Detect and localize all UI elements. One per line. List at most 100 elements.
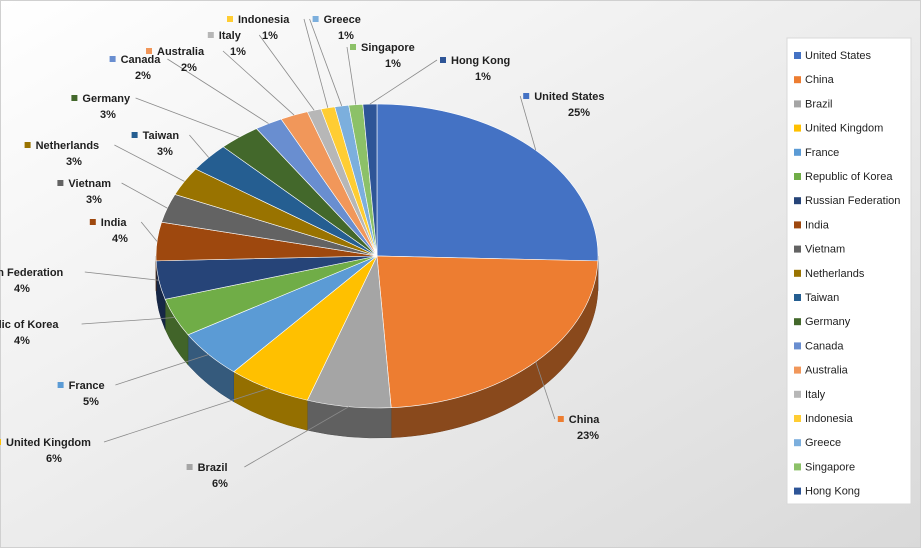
legend-item-taiwan: Taiwan [805, 292, 839, 304]
data-label-value-india: 4% [112, 233, 128, 245]
data-label-value-greece: 1% [338, 30, 354, 42]
legend-item-canada: Canada [805, 340, 844, 352]
legend-marker-italy [794, 390, 801, 398]
label-marker-france [57, 382, 64, 388]
leader-line-greece [309, 18, 343, 107]
leader-line-china [535, 361, 556, 420]
data-label-value-hong-kong: 1% [475, 71, 491, 83]
legend-marker-france [794, 148, 801, 156]
data-labels: United States 25% China 23% Brazil 6% United K… [0, 14, 604, 490]
data-label-name-united-states: United States [534, 91, 604, 103]
data-label-name-singapore: Singapore [361, 42, 415, 54]
legend-item-greece: Greece [805, 437, 841, 449]
legend-item-singapore: Singapore [805, 461, 855, 473]
label-marker-united-kingdom [0, 439, 1, 445]
data-label-name-indonesia: Indonesia [238, 14, 290, 26]
data-label-name-hong-kong: Hong Kong [451, 55, 510, 67]
data-label-value-taiwan: 3% [157, 146, 173, 158]
label-marker-italy [207, 32, 214, 38]
legend-marker-taiwan [794, 294, 801, 301]
data-label-name-italy: Italy [219, 30, 242, 42]
legend-marker-united-kingdom [794, 124, 801, 132]
legend-item-australia: Australia [805, 365, 849, 377]
data-label-value-france: 5% [83, 396, 99, 408]
legend-item-vietnam: Vietnam [805, 244, 845, 256]
legend-marker-republic-of-korea [794, 173, 801, 180]
data-label-value-indonesia: 1% [262, 30, 278, 42]
data-label-name-republic-of-korea: Republic of Korea [0, 319, 59, 331]
leader-line-india [140, 221, 158, 242]
legend-item-united-states: United States [805, 50, 872, 62]
legend-marker-china [794, 76, 801, 84]
legend-item-brazil: Brazil [805, 98, 833, 110]
data-label-name-brazil: Brazil [198, 462, 228, 474]
label-marker-brazil [186, 464, 193, 470]
data-label-value-netherlands: 3% [66, 156, 82, 168]
legend-marker-netherlands [794, 269, 801, 277]
pie-slice-united-states [376, 103, 599, 262]
legend-marker-hong-kong [794, 487, 801, 495]
legend-item-germany: Germany [805, 316, 851, 328]
legend: United States China Brazil United Kingdom Fr… [794, 50, 900, 498]
data-label-value-united-states: 25% [568, 107, 590, 119]
data-label-name-taiwan: Taiwan [143, 130, 180, 142]
leader-line-brazil [244, 406, 349, 468]
legend-marker-brazil [794, 100, 801, 108]
legend-marker-australia [794, 366, 801, 374]
label-marker-taiwan [131, 132, 138, 138]
data-label-value-united-kingdom: 6% [46, 453, 62, 465]
label-marker-united-states [523, 93, 530, 99]
legend-marker-vietnam [794, 245, 801, 253]
legend-item-china: China [805, 74, 835, 86]
leader-line-germany [135, 97, 240, 138]
label-marker-canada [109, 56, 116, 62]
label-marker-india [89, 219, 96, 225]
leader-line-taiwan [189, 134, 210, 158]
label-marker-china [557, 416, 564, 422]
leader-line-united-states [519, 95, 537, 151]
leader-lines [81, 18, 556, 468]
label-marker-indonesia [227, 16, 233, 22]
legend-box [786, 37, 912, 505]
leader-line-hong-kong [369, 59, 438, 105]
leader-line-italy [258, 34, 315, 111]
data-label-value-canada: 2% [135, 70, 151, 82]
legend-marker-indonesia [794, 415, 801, 422]
data-label-name-united-kingdom: United Kingdom [6, 437, 91, 449]
leader-line-republic-of-korea [81, 317, 175, 325]
legend-marker-india [794, 221, 801, 229]
leader-line-singapore [346, 46, 357, 105]
data-label-value-germany: 3% [100, 109, 116, 121]
leader-line-indonesia [303, 18, 329, 108]
legend-item-indonesia: Indonesia [805, 413, 854, 425]
label-marker-germany [71, 95, 78, 101]
data-label-value-russian-federation: 4% [14, 283, 30, 295]
pie-slice-hong-kong [362, 103, 378, 257]
leader-line-russian-federation [84, 271, 159, 281]
data-label-name-india: India [101, 217, 128, 229]
legend-item-netherlands: Netherlands [805, 268, 865, 280]
data-label-name-netherlands: Netherlands [36, 140, 100, 152]
legend-item-united-kingdom: United Kingdom [805, 123, 883, 135]
leader-line-vietnam [121, 182, 168, 209]
legend-marker-canada [794, 342, 801, 350]
label-marker-vietnam [57, 180, 64, 186]
data-label-value-vietnam: 3% [86, 194, 102, 206]
legend-item-italy: Italy [805, 389, 826, 401]
legend-marker-russian-federation [794, 197, 801, 205]
legend-marker-singapore [794, 463, 801, 471]
label-marker-singapore [350, 44, 356, 50]
leader-line-france [115, 354, 209, 386]
label-marker-australia [146, 48, 152, 54]
legend-item-india: India [805, 219, 830, 231]
leader-line-canada [167, 58, 269, 124]
legend-item-republic-of-korea: Republic of Korea [805, 171, 893, 183]
legend-marker-germany [794, 318, 801, 326]
data-label-name-australia: Australia [157, 46, 205, 58]
pie-slice-china [376, 255, 599, 409]
data-label-name-greece: Greece [324, 14, 361, 26]
data-label-value-brazil: 6% [212, 478, 228, 490]
legend-item-france: France [805, 147, 839, 159]
